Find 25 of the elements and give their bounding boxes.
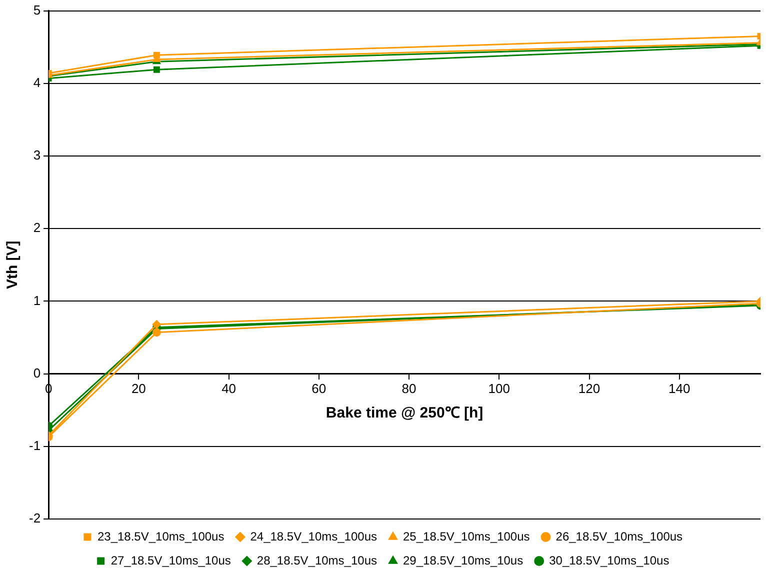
y-tick-label: 4 <box>33 74 41 90</box>
y-axis-title: Vth [V] <box>4 240 22 290</box>
x-tick-label: 40 <box>222 381 236 396</box>
legend-label: 30_18.5V_10ms_10us <box>549 553 670 568</box>
y-tick-label: 3 <box>33 148 41 163</box>
x-tick-label: 20 <box>131 381 146 396</box>
legend-label: 29_18.5V_10ms_10us <box>403 553 524 568</box>
legend-label: 23_18.5V_10ms_100us <box>97 529 224 544</box>
legend-label: 27_18.5V_10ms_10us <box>110 553 231 568</box>
legend-label: 25_18.5V_10ms_100us <box>403 529 530 544</box>
y-tick-label: 5 <box>33 2 41 18</box>
legend-label: 24_18.5V_10ms_100us <box>250 529 378 544</box>
x-tick-label: 100 <box>488 381 510 396</box>
x-tick-label: 60 <box>312 381 326 396</box>
legend-label: 26_18.5V_10ms_100us <box>556 529 683 544</box>
y-tick-label: 0 <box>33 365 41 380</box>
x-tick-label: 80 <box>402 381 416 396</box>
y-tick-label: -1 <box>28 438 41 453</box>
y-tick-label: 1 <box>33 292 41 308</box>
x-tick-label: 140 <box>668 381 690 396</box>
x-tick-label: 120 <box>578 381 600 396</box>
y-tick-label: 2 <box>33 220 41 236</box>
x-axis-title: Bake time @ 250℃ [h] <box>326 404 484 422</box>
legend-label: 28_18.5V_10ms_10us <box>256 553 377 568</box>
y-tick-label: -2 <box>28 510 41 526</box>
